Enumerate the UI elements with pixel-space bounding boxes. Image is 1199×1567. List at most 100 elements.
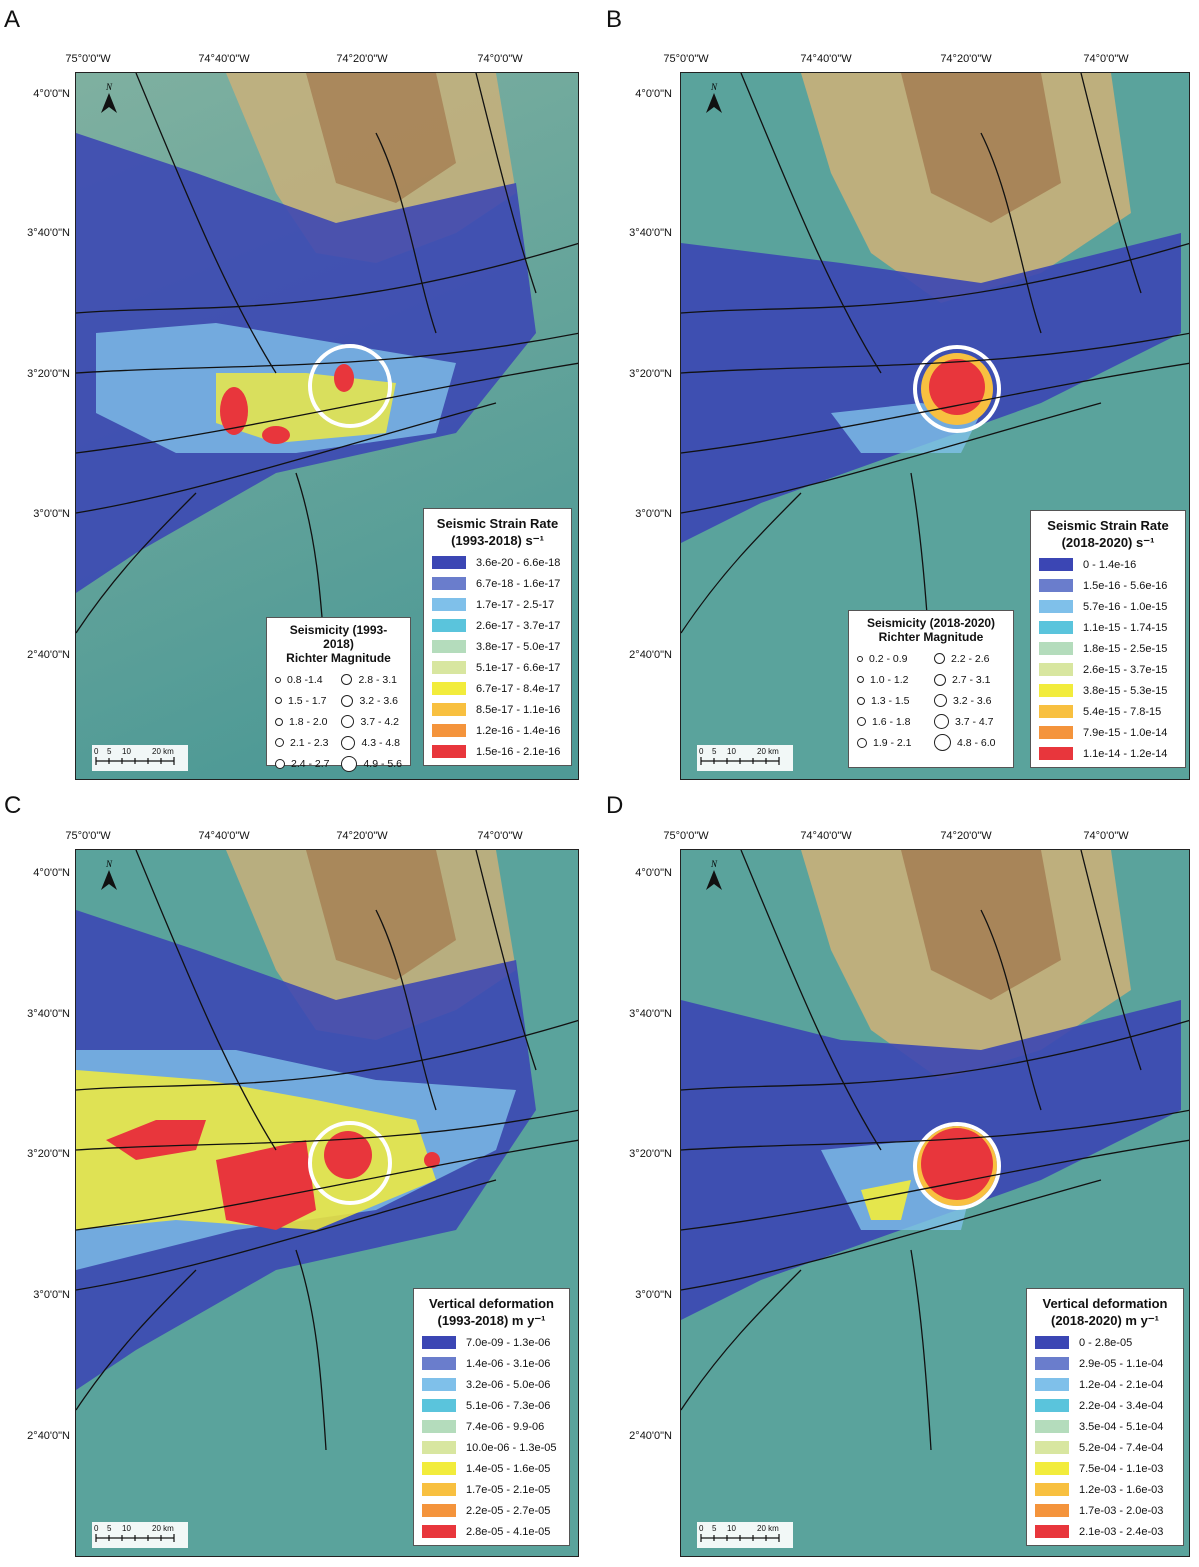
fault-lines [76, 73, 578, 674]
legend-row: 8.5e-17 - 1.1e-16 [432, 699, 563, 720]
magnitude-circle-icon [275, 697, 282, 704]
legend-label: 1.2e-04 - 2.1e-04 [1079, 1378, 1164, 1391]
legend-swatch [432, 661, 466, 674]
seismicity-item: 2.2 - 2.6 [934, 648, 1005, 669]
legend-swatch [1035, 1441, 1069, 1454]
magnitude-circle-icon [857, 655, 863, 662]
magnitude-circle-icon [857, 737, 867, 748]
legend-row: 1.1e-15 - 1.74-15 [1039, 617, 1177, 638]
map-canvas [76, 850, 578, 1556]
legend-row: 1.7e-05 - 2.1e-05 [422, 1479, 561, 1500]
mountain-peak [306, 850, 456, 980]
legend-label: 2.6e-17 - 3.7e-17 [476, 619, 561, 632]
lat-label: 4°0'0"N [635, 867, 672, 879]
deformation-hotspot [424, 1152, 440, 1168]
legend-row: 10.0e-06 - 1.3e-05 [422, 1437, 561, 1458]
legend-row: 2.6e-15 - 3.7e-15 [1039, 659, 1177, 680]
highlight-circle [913, 345, 1001, 433]
strain-hotspot [220, 387, 248, 435]
seismicity-item: 3.2 - 3.6 [934, 690, 1005, 711]
legend-swatch [432, 619, 466, 632]
lat-label: 3°20'0"N [27, 1148, 70, 1160]
magnitude-circle-icon [934, 653, 945, 664]
legend-label: 1.1e-15 - 1.74-15 [1083, 621, 1168, 634]
lon-label: 74°20'0"W [336, 53, 388, 65]
legend-row: 1.5e-16 - 2.1e-16 [432, 741, 563, 762]
magnitude-circle-icon [275, 738, 284, 747]
legend-row: 2.9e-05 - 1.1e-04 [1035, 1353, 1175, 1374]
lat-label: 3°20'0"N [629, 1148, 672, 1160]
mountain-peak [306, 73, 456, 203]
scale-bar: 0 5 10 20 km [697, 1522, 793, 1548]
legend-swatch [422, 1336, 456, 1349]
highlight-circle [913, 1122, 1001, 1210]
seismicity-item: 3.7 - 4.2 [341, 711, 402, 732]
north-arrow-icon: N [703, 858, 725, 892]
legend-swatch [1039, 642, 1073, 655]
lat-label: 3°40'0"N [27, 1008, 70, 1020]
legend-swatch [422, 1525, 456, 1538]
seismicity-item: 4.9 - 5.6 [341, 753, 402, 774]
legend-swatch [1039, 747, 1073, 760]
seismicity-item: 2.8 - 3.1 [341, 669, 402, 690]
legend-swatch [1039, 600, 1073, 613]
lon-label: 74°20'0"W [940, 830, 992, 842]
class-legend: Seismic Strain Rate (2018-2020) s⁻¹ 0 - … [1030, 510, 1186, 768]
seismicity-item: 0.2 - 0.9 [857, 648, 928, 669]
legend-swatch [432, 703, 466, 716]
legend-swatch [422, 1462, 456, 1475]
lat-label: 2°40'0"N [629, 649, 672, 661]
legend-row: 2.2e-04 - 3.4e-04 [1035, 1395, 1175, 1416]
magnitude-circle-icon [934, 714, 949, 729]
strain-hotspot [262, 426, 290, 444]
legend-row: 0 - 1.4e-16 [1039, 554, 1177, 575]
legend-swatch [1039, 621, 1073, 634]
lon-label: 74°20'0"W [336, 830, 388, 842]
magnitude-circle-icon [934, 673, 946, 686]
lon-label: 74°40'0"W [800, 53, 852, 65]
magnitude-circle-icon [275, 717, 283, 726]
seismicity-item: 4.8 - 6.0 [934, 732, 1005, 753]
legend-row: 1.2e-03 - 1.6e-03 [1035, 1479, 1175, 1500]
legend-swatch [422, 1441, 456, 1454]
legend-label: 3.8e-17 - 5.0e-17 [476, 640, 561, 653]
magnitude-circle-icon [341, 674, 353, 685]
legend-swatch [432, 682, 466, 695]
magnitude-circle-icon [934, 694, 947, 707]
lon-label: 74°0'0"W [477, 53, 523, 65]
legend-label: 1.7e-17 - 2.5-17 [476, 598, 555, 611]
legend-swatch [1035, 1483, 1069, 1496]
legend-swatch [432, 724, 466, 737]
legend-swatch [422, 1357, 456, 1370]
seismicity-legend: Seismicity (2018-2020) Richter Magnitude… [848, 610, 1014, 768]
lat-label: 3°40'0"N [629, 1008, 672, 1020]
class-legend: Vertical deformation (2018-2020) m y⁻¹ 0… [1026, 1288, 1184, 1546]
lat-label: 3°40'0"N [27, 227, 70, 239]
lon-label: 75°0'0"W [663, 830, 709, 842]
legend-label: 2.8e-05 - 4.1e-05 [466, 1525, 551, 1538]
lat-label: 2°40'0"N [27, 1430, 70, 1442]
seismicity-item: 1.0 - 1.2 [857, 669, 928, 690]
legend-swatch [1039, 558, 1073, 571]
seismicity-item: 1.5 - 1.7 [275, 690, 335, 711]
lat-label: 4°0'0"N [33, 88, 70, 100]
legend-swatch [432, 556, 466, 569]
legend-label: 1.4e-05 - 1.6e-05 [466, 1462, 551, 1475]
legend-label: 3.8e-15 - 5.3e-15 [1083, 684, 1168, 697]
legend-row: 1.7e-17 - 2.5-17 [432, 594, 563, 615]
lat-label: 3°0'0"N [33, 1289, 70, 1301]
legend-label: 1.7e-03 - 2.0e-03 [1079, 1504, 1164, 1517]
magnitude-circle-icon [857, 676, 864, 683]
legend-row: 1.5e-16 - 5.6e-16 [1039, 575, 1177, 596]
lon-label: 74°20'0"W [940, 53, 992, 65]
legend-label: 5.1e-17 - 6.6e-17 [476, 661, 561, 674]
legend-row: 1.4e-05 - 1.6e-05 [422, 1458, 561, 1479]
seismicity-item: 3.2 - 3.6 [341, 690, 402, 711]
legend-label: 2.9e-05 - 1.1e-04 [1079, 1357, 1164, 1370]
legend-label: 5.2e-04 - 7.4e-04 [1079, 1441, 1164, 1454]
seismicity-item: 1.6 - 1.8 [857, 711, 928, 732]
lon-label: 75°0'0"W [65, 53, 111, 65]
legend-label: 6.7e-18 - 1.6e-17 [476, 577, 561, 590]
legend-label: 2.6e-15 - 3.7e-15 [1083, 663, 1168, 676]
legend-label: 7.5e-04 - 1.1e-03 [1079, 1462, 1164, 1475]
